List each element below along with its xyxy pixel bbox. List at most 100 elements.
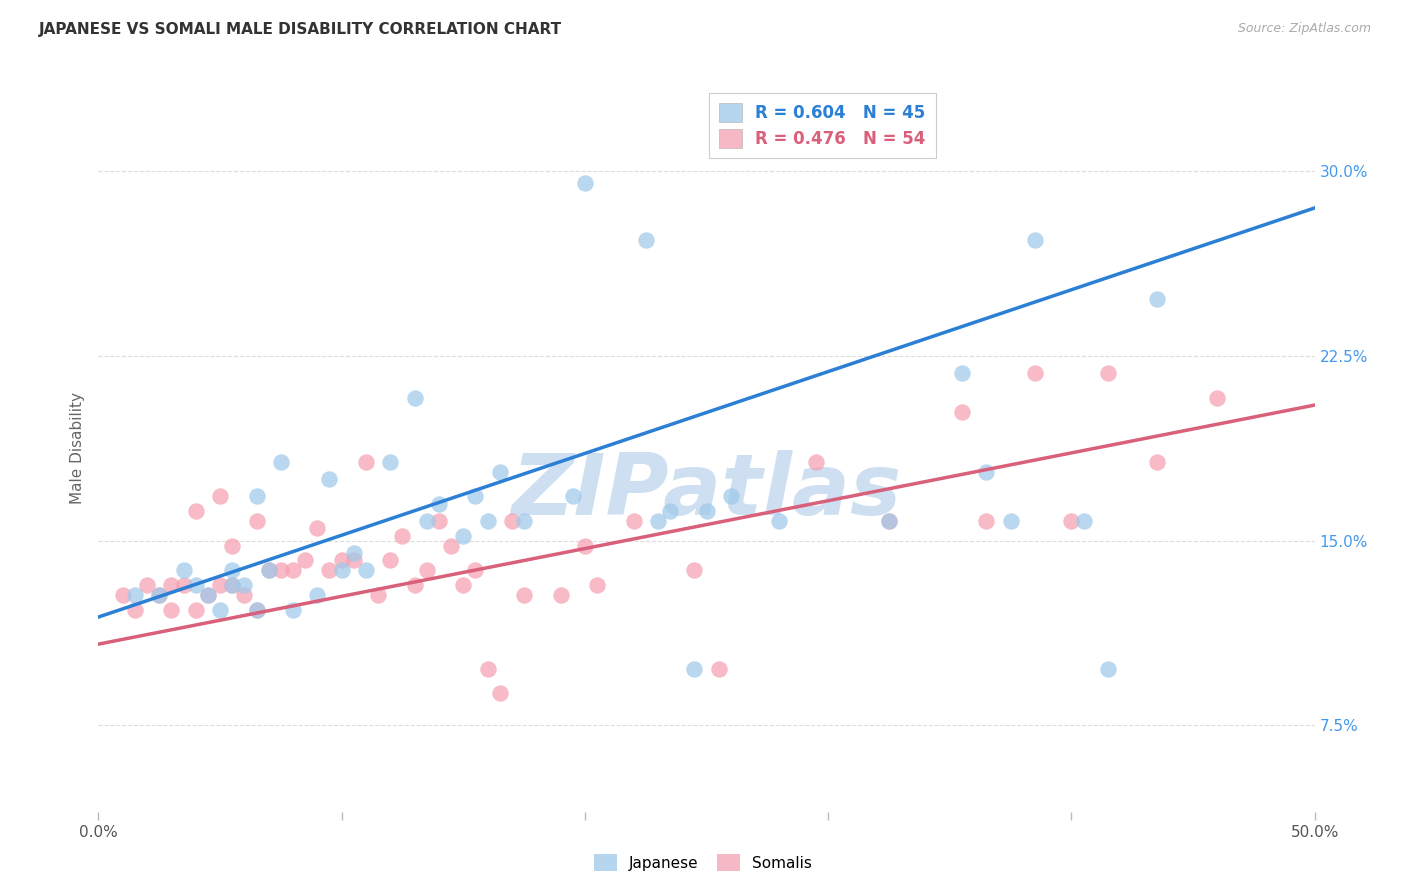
Point xyxy=(634,233,657,247)
Point xyxy=(1000,514,1022,528)
Point xyxy=(270,455,292,469)
Point xyxy=(257,563,280,577)
Point xyxy=(1024,366,1046,380)
Point xyxy=(354,455,377,469)
Point xyxy=(221,539,243,553)
Point xyxy=(245,514,267,528)
Point xyxy=(294,553,316,567)
Point xyxy=(343,553,366,567)
Point xyxy=(1073,514,1095,528)
Point xyxy=(950,405,973,419)
Point xyxy=(1097,366,1119,380)
Point xyxy=(427,497,450,511)
Point xyxy=(416,514,439,528)
Point xyxy=(1146,292,1168,306)
Point xyxy=(380,553,402,567)
Point xyxy=(974,514,997,528)
Point xyxy=(659,504,682,518)
Point xyxy=(184,504,207,518)
Point xyxy=(1146,455,1168,469)
Point xyxy=(464,563,486,577)
Point xyxy=(209,602,232,616)
Y-axis label: Male Disability: Male Disability xyxy=(70,392,86,504)
Point xyxy=(281,563,304,577)
Point xyxy=(464,489,486,503)
Point xyxy=(221,563,243,577)
Text: ZIPatlas: ZIPatlas xyxy=(512,450,901,533)
Point xyxy=(1206,391,1229,405)
Point xyxy=(257,563,280,577)
Point xyxy=(318,563,340,577)
Point xyxy=(561,489,583,503)
Point xyxy=(453,578,475,592)
Point xyxy=(148,588,170,602)
Point xyxy=(160,578,183,592)
Point xyxy=(173,563,195,577)
Point xyxy=(173,578,195,592)
Point xyxy=(804,455,827,469)
Point xyxy=(488,465,510,479)
Point xyxy=(574,177,596,191)
Point xyxy=(404,578,426,592)
Point xyxy=(513,514,536,528)
Point xyxy=(440,539,463,553)
Point xyxy=(404,391,426,405)
Point xyxy=(877,514,900,528)
Point xyxy=(683,662,706,676)
Point xyxy=(768,514,790,528)
Point xyxy=(720,489,742,503)
Point xyxy=(343,546,366,560)
Point xyxy=(477,514,499,528)
Point xyxy=(281,602,304,616)
Point xyxy=(245,602,267,616)
Legend: R = 0.604   N = 45, R = 0.476   N = 54: R = 0.604 N = 45, R = 0.476 N = 54 xyxy=(709,93,935,158)
Text: Source: ZipAtlas.com: Source: ZipAtlas.com xyxy=(1237,22,1371,36)
Point xyxy=(501,514,523,528)
Point xyxy=(623,514,645,528)
Text: JAPANESE VS SOMALI MALE DISABILITY CORRELATION CHART: JAPANESE VS SOMALI MALE DISABILITY CORRE… xyxy=(39,22,562,37)
Point xyxy=(1024,233,1046,247)
Point xyxy=(307,588,329,602)
Point xyxy=(209,578,232,592)
Point xyxy=(477,662,499,676)
Point xyxy=(233,578,256,592)
Point xyxy=(184,578,207,592)
Point xyxy=(209,489,232,503)
Point xyxy=(245,602,267,616)
Point xyxy=(111,588,134,602)
Point xyxy=(221,578,243,592)
Point xyxy=(367,588,389,602)
Point xyxy=(416,563,439,577)
Point xyxy=(124,588,146,602)
Point xyxy=(427,514,450,528)
Point xyxy=(184,602,207,616)
Point xyxy=(307,521,329,535)
Point xyxy=(270,563,292,577)
Point xyxy=(318,472,340,486)
Point xyxy=(380,455,402,469)
Point xyxy=(550,588,572,602)
Point xyxy=(683,563,706,577)
Point xyxy=(391,529,413,543)
Point xyxy=(696,504,718,518)
Point xyxy=(245,489,267,503)
Point xyxy=(124,602,146,616)
Point xyxy=(513,588,536,602)
Point xyxy=(197,588,219,602)
Point xyxy=(707,662,730,676)
Point xyxy=(488,686,510,700)
Point xyxy=(574,539,596,553)
Point xyxy=(330,563,353,577)
Point xyxy=(136,578,159,592)
Point xyxy=(1060,514,1083,528)
Point xyxy=(586,578,609,592)
Point xyxy=(221,578,243,592)
Point xyxy=(354,563,377,577)
Point xyxy=(197,588,219,602)
Point xyxy=(1097,662,1119,676)
Point xyxy=(950,366,973,380)
Point xyxy=(877,514,900,528)
Point xyxy=(974,465,997,479)
Point xyxy=(647,514,669,528)
Point xyxy=(160,602,183,616)
